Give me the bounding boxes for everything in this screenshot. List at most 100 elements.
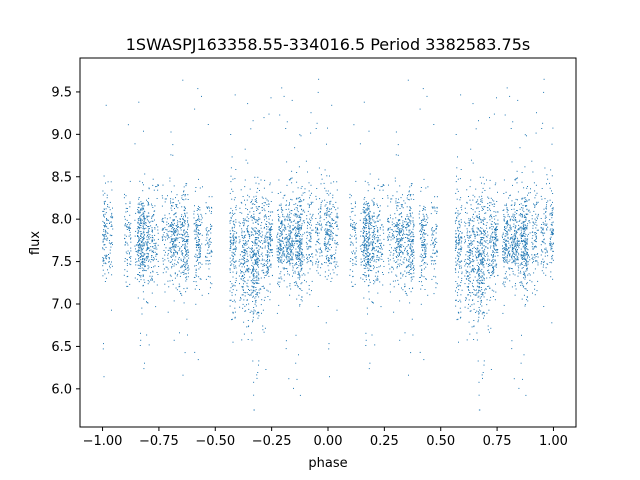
data-point: [515, 245, 516, 247]
data-point: [355, 238, 357, 240]
data-point: [186, 240, 188, 242]
data-point: [252, 311, 254, 313]
data-point: [251, 332, 252, 334]
data-point: [266, 199, 268, 201]
data-point: [397, 238, 399, 240]
data-point: [287, 250, 289, 252]
data-point: [187, 239, 189, 241]
data-point: [161, 237, 163, 239]
data-point: [247, 271, 249, 273]
data-point: [278, 238, 280, 240]
data-point: [206, 227, 208, 229]
data-point: [504, 277, 506, 279]
data-point: [318, 232, 320, 234]
data-point: [193, 223, 195, 225]
data-point: [242, 275, 244, 277]
data-point: [300, 263, 302, 265]
data-point: [350, 218, 352, 220]
data-point: [552, 278, 554, 280]
data-point: [233, 252, 235, 254]
data-point: [349, 216, 351, 218]
data-point: [269, 259, 270, 261]
data-point: [492, 199, 493, 201]
data-point: [266, 237, 268, 239]
data-point: [527, 254, 529, 256]
data-point: [508, 267, 510, 269]
data-point: [291, 210, 293, 212]
data-point: [326, 244, 328, 246]
data-point: [182, 271, 184, 273]
data-point: [108, 261, 109, 263]
data-point: [310, 238, 312, 240]
data-point: [258, 231, 260, 233]
data-point: [299, 243, 301, 245]
data-point: [211, 207, 213, 209]
data-point: [509, 216, 510, 218]
data-point: [146, 232, 148, 234]
data-point: [186, 259, 188, 261]
data-point: [310, 241, 312, 243]
data-point: [543, 239, 545, 241]
data-point: [288, 214, 290, 216]
data-point: [412, 246, 413, 248]
data-point: [536, 238, 537, 240]
data-point: [327, 233, 329, 235]
data-point: [310, 236, 312, 238]
data-point: [408, 264, 410, 266]
data-point: [335, 252, 337, 254]
data-point: [435, 243, 436, 245]
data-point: [469, 243, 470, 245]
data-point: [464, 265, 466, 267]
data-point: [264, 226, 265, 228]
data-point: [516, 231, 517, 233]
data-point: [503, 257, 505, 258]
data-point: [525, 205, 526, 207]
data-point: [495, 240, 497, 242]
data-point: [514, 229, 515, 231]
data-point: [365, 246, 367, 248]
data-point: [476, 332, 478, 334]
data-point: [128, 235, 130, 237]
data-point: [280, 205, 282, 207]
data-point: [352, 219, 354, 221]
data-point: [310, 256, 312, 257]
data-point: [350, 241, 352, 243]
data-point: [135, 261, 137, 263]
data-point: [460, 316, 462, 318]
data-point: [170, 198, 172, 200]
data-point: [258, 212, 260, 214]
data-point: [483, 230, 485, 232]
data-point: [289, 238, 290, 240]
data-point: [255, 277, 257, 279]
data-point: [527, 186, 528, 187]
data-point: [368, 232, 370, 234]
data-point: [170, 230, 172, 232]
data-point: [464, 259, 466, 261]
data-point: [471, 241, 473, 243]
data-point: [326, 175, 328, 177]
data-point: [352, 226, 353, 228]
data-point: [184, 254, 186, 256]
data-point: [183, 225, 185, 227]
data-point: [169, 242, 171, 244]
data-point: [525, 247, 526, 249]
data-point: [163, 228, 164, 230]
data-point: [249, 312, 251, 313]
data-point: [494, 242, 496, 244]
data-point: [265, 223, 267, 225]
data-point: [517, 269, 519, 271]
data-point: [186, 256, 188, 257]
data-point: [324, 262, 326, 263]
data-point: [543, 91, 545, 93]
data-point: [126, 285, 128, 287]
data-point: [517, 243, 519, 245]
data-point: [250, 256, 252, 258]
data-point: [524, 257, 526, 259]
data-point: [459, 247, 461, 249]
data-point: [364, 239, 366, 241]
data-point: [470, 240, 472, 242]
data-point: [371, 225, 373, 226]
data-point: [458, 241, 460, 243]
data-point: [517, 275, 519, 277]
